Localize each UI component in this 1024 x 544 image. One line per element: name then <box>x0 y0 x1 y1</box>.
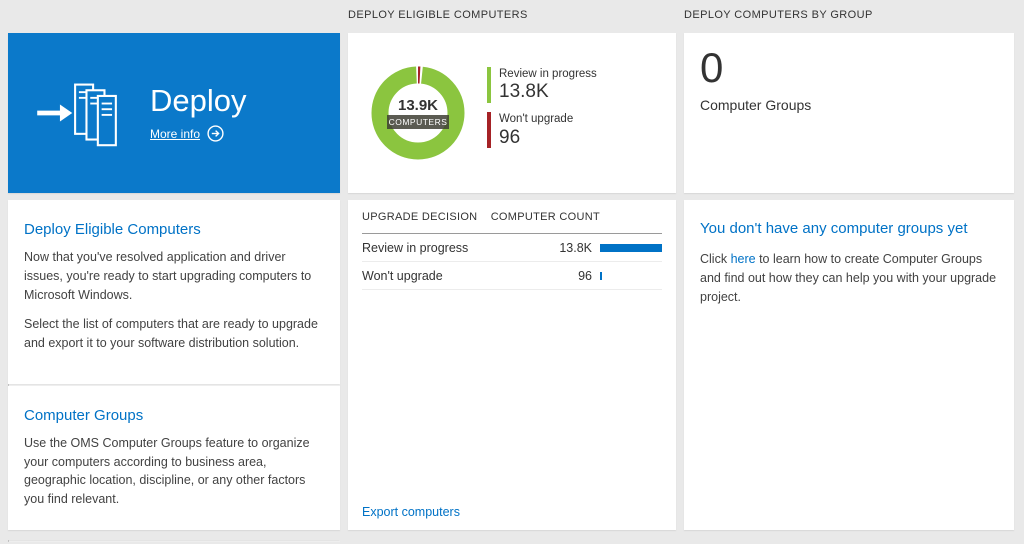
donut-chart[interactable]: 13.9K COMPUTERS <box>370 65 466 161</box>
table-row[interactable]: Won't upgrade 96 <box>362 262 662 290</box>
legend-item-wont-upgrade[interactable]: Won't upgrade 96 <box>487 112 597 149</box>
more-info-link[interactable]: More info <box>150 126 201 141</box>
row-bar-track <box>600 271 662 280</box>
section-paragraph: Select the list of computers that are re… <box>24 317 318 350</box>
deploy-eligible-computers-section: Deploy Eligible Computers Now that you'v… <box>8 200 340 384</box>
column-header-upgrade-decision: UPGRADE DECISION <box>362 210 478 223</box>
column-header-computer-count: COMPUTER COUNT <box>490 210 600 223</box>
deploy-tile-title: Deploy <box>150 82 247 118</box>
row-label: Review in progress <box>362 240 469 255</box>
legend-label: Won't upgrade <box>499 113 574 126</box>
empty-text-post: to learn how to create Computer Groups a… <box>700 251 997 305</box>
legend-value: 13.8K <box>499 81 549 103</box>
legend-label: Review in progress <box>499 68 597 80</box>
right-column-header: DEPLOY COMPUTERS BY GROUP <box>684 9 873 21</box>
section-paragraph: Use the OMS Computer Groups feature to o… <box>24 435 310 506</box>
donut-center-label: COMPUTERS <box>387 115 449 129</box>
row-value: 13.8K <box>559 240 592 255</box>
legend-swatch-red <box>487 112 491 149</box>
export-computers-link[interactable]: Export computers <box>362 505 460 519</box>
deploy-computers-by-group-column: DEPLOY COMPUTERS BY GROUP 0 Computer Gro… <box>684 0 1014 530</box>
deploy-tile[interactable]: Deploy More info <box>8 33 340 193</box>
chart-legend: Review in progress 13.8K Won't upgrade 9… <box>487 67 597 157</box>
row-bar <box>600 243 662 252</box>
computer-groups-count-tile[interactable]: 0 Computer Groups <box>684 33 1014 193</box>
row-label: Won't upgrade <box>362 268 443 283</box>
no-computer-groups-card: You don't have any computer groups yet C… <box>684 200 1014 530</box>
section-title-computer-groups: Computer Groups <box>24 406 144 424</box>
deploy-icon <box>34 77 120 149</box>
empty-state-title: You don't have any computer groups yet <box>700 220 968 237</box>
section-paragraph: Now that you've resolved application and… <box>24 250 312 302</box>
left-column-header-spacer <box>8 0 340 33</box>
eligible-computers-chart-tile: 13.9K COMPUTERS Review in progress 13.8K… <box>348 33 676 193</box>
legend-value: 96 <box>499 126 521 148</box>
section-title-deploy-eligible-computers: Deploy Eligible Computers <box>24 221 201 238</box>
deploy-overview-column: Deploy More info Deploy Eligible Compute… <box>8 0 340 542</box>
upgrade-decision-table-card: UPGRADE DECISION COMPUTER COUNT Review i… <box>348 200 676 530</box>
middle-column-header: DEPLOY ELIGIBLE COMPUTERS <box>348 9 528 21</box>
computer-groups-section: Computer Groups Use the OMS Computer Gro… <box>8 386 340 540</box>
legend-item-review-in-progress[interactable]: Review in progress 13.8K <box>487 67 597 104</box>
row-value: 96 <box>578 268 592 283</box>
donut-center-value: 13.9K <box>397 97 439 114</box>
deploy-eligible-computers-column: DEPLOY ELIGIBLE COMPUTERS 13.9K COMPUTER… <box>348 0 676 530</box>
deploy-tile-text: Deploy More info <box>150 82 247 142</box>
empty-state-text: Click here to learn how to create Comput… <box>700 250 998 308</box>
more-info-arrow-icon <box>207 125 224 142</box>
section-divider <box>8 539 340 542</box>
legend-swatch-green <box>487 67 491 104</box>
empty-text-pre: Click <box>700 251 731 266</box>
table-row[interactable]: Review in progress 13.8K <box>362 234 662 262</box>
section-divider <box>8 383 340 386</box>
deploy-description-card: Deploy Eligible Computers Now that you'v… <box>8 200 340 542</box>
row-bar <box>600 271 602 280</box>
computer-groups-count-label: Computer Groups <box>700 97 812 114</box>
row-bar-track <box>600 243 662 252</box>
table-header-row: UPGRADE DECISION COMPUTER COUNT <box>362 200 662 234</box>
computer-groups-count: 0 <box>700 44 724 91</box>
here-link[interactable]: here <box>730 251 756 266</box>
